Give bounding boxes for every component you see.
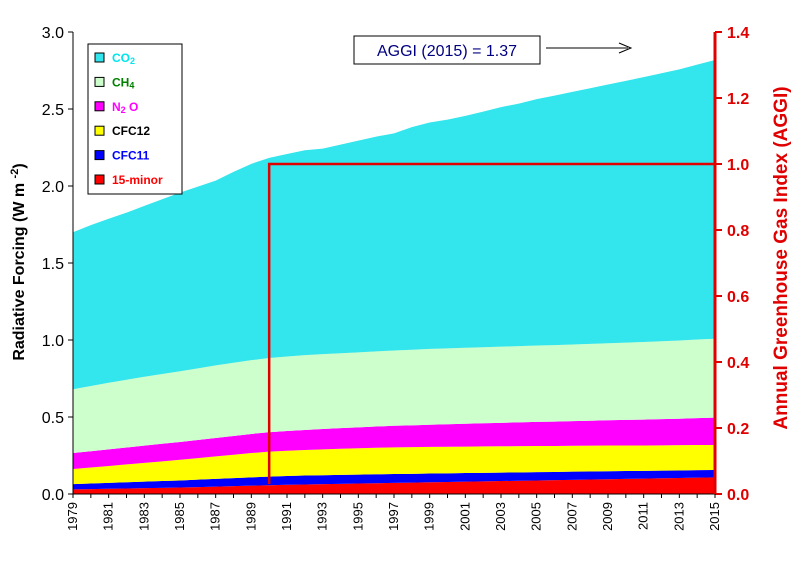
annotation-box [353, 35, 541, 65]
annotation-arrow-head [618, 42, 633, 54]
legend-label-n2o: N2 O [112, 100, 138, 115]
reference-aggi-line [267, 162, 715, 484]
annotation-text: AGGI (2015) = 1.37 [377, 43, 517, 60]
x-tick-label: 2003 [493, 502, 508, 531]
legend-swatch-cfc11 [94, 150, 105, 161]
y-tick-label: 0.5 [42, 410, 64, 427]
area-cfc11 [73, 469, 715, 490]
y2-tick-label: 1.0 [727, 157, 749, 174]
x-tick-label: 1985 [172, 502, 187, 531]
legend-label-15-minor: 15-minor [112, 173, 163, 187]
x-tick-label: 2013 [671, 502, 686, 531]
y-tick-label: 2.0 [42, 179, 64, 196]
legend-swatch-15-minor [94, 174, 105, 185]
x-tick-label: 2001 [457, 502, 472, 531]
legend-label-ch4: CH4 [112, 75, 134, 90]
x-tick-label: 1993 [315, 502, 330, 531]
x-tick-label: 1981 [101, 502, 116, 531]
x-tick-label: 1989 [243, 502, 258, 531]
x-tick-label: 1983 [136, 502, 151, 531]
y2-tick-label: 0.0 [727, 487, 749, 504]
y2-tick-label: 0.8 [727, 223, 749, 240]
x-tick-label: 2009 [600, 502, 615, 531]
annotation: AGGI (2015) = 1.37 [353, 35, 633, 65]
y-tick-label: 3.0 [42, 25, 64, 42]
legend-swatch-ch4 [94, 76, 105, 87]
x-tick-label: 1987 [208, 502, 223, 531]
area-series-group [73, 60, 715, 494]
legend-swatch-cfc12 [94, 125, 105, 136]
x-tick-label: 1995 [350, 502, 365, 531]
area-15-minor [73, 477, 715, 494]
x-tick-label: 1991 [279, 502, 294, 531]
legend-box [87, 43, 183, 195]
axes-group: 0.0 0.5 1.0 1.5 2.0 2.5 3.0 0.0 0.2 0.4 0.6 0.8 1.0 1… [9, 25, 792, 531]
legend-label-co2: CO2 [112, 51, 135, 66]
y2-tick-label: 0.4 [727, 355, 749, 372]
legend-label-cfc11: CFC11 [112, 149, 150, 163]
y2-tick-label: 1.4 [727, 25, 749, 42]
y2-axis-title: Annual Greenhouse Gas Index (AGGI) [771, 86, 792, 429]
x-tick-label: 1979 [65, 502, 80, 531]
x-tick-label: 1997 [386, 502, 401, 531]
y2-tick-label: 0.6 [727, 289, 749, 306]
x-tick-label: 1999 [422, 502, 437, 531]
reference-lines [267, 162, 715, 484]
legend: CO2 CH4 N2 O CFC12 CFC11 15-minor [87, 43, 183, 195]
x-tick-label: 2015 [707, 502, 722, 531]
y2-tick-label: 0.2 [727, 421, 749, 438]
y-tick-label: 2.5 [42, 102, 64, 119]
y2-tick-label: 1.2 [727, 91, 749, 108]
x-tick-label: 2011 [636, 502, 651, 530]
x-tick-label: 2005 [529, 502, 544, 531]
y-tick-label: 1.0 [42, 333, 64, 350]
area-ch4 [73, 338, 715, 454]
y-tick-label: 1.5 [42, 256, 64, 273]
legend-swatch-co2 [94, 52, 105, 63]
legend-swatch-n2o [94, 101, 105, 112]
area-cfc12 [73, 445, 715, 485]
x-tick-label: 2007 [564, 502, 579, 531]
legend-label-cfc12: CFC12 [112, 124, 150, 138]
y-tick-label: 0.0 [42, 487, 64, 504]
area-n2o [73, 417, 715, 470]
y-axis-title: Radiative Forcing (W m -2) [9, 163, 28, 360]
area-co2 [73, 60, 715, 390]
